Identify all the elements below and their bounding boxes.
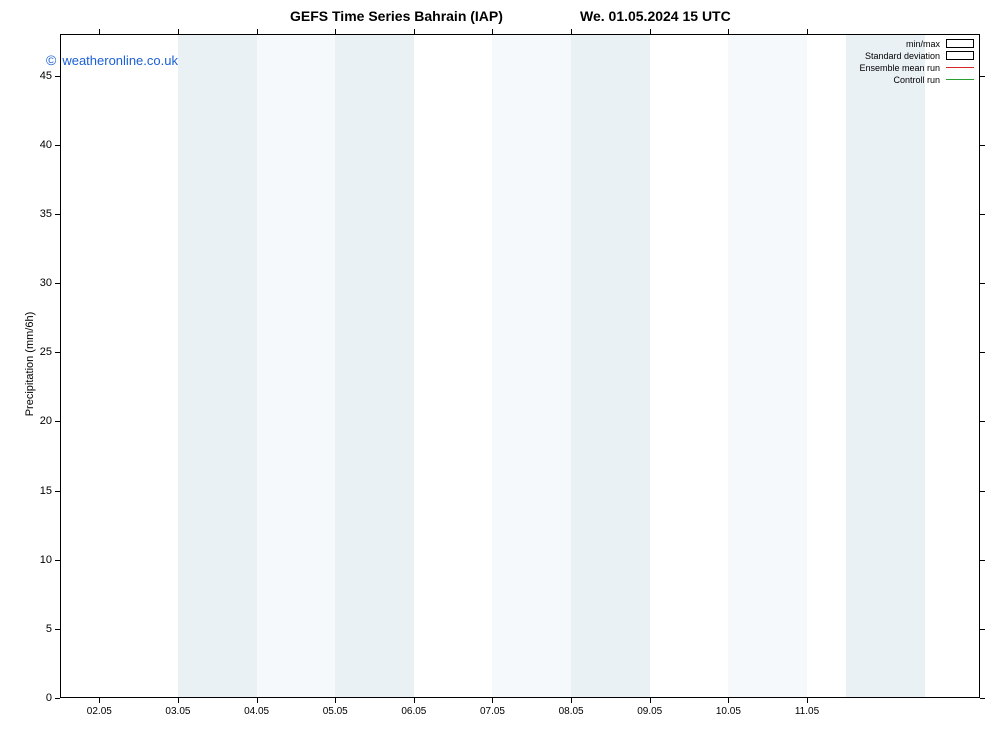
- y-tick-mark: [980, 421, 985, 422]
- legend-item: Standard deviation: [859, 50, 974, 61]
- shaded-band: [335, 34, 414, 698]
- y-tick-mark: [55, 283, 60, 284]
- x-tick-mark: [414, 698, 415, 703]
- y-axis-label: Precipitation (mm/6h): [24, 304, 36, 424]
- y-tick-mark: [980, 629, 985, 630]
- y-tick-label: 10: [40, 554, 52, 566]
- y-tick-label: 15: [40, 485, 52, 497]
- x-tick-mark: [650, 29, 651, 34]
- legend-swatch: [946, 79, 974, 80]
- legend-swatch: [946, 39, 974, 48]
- x-tick-label: 02.05: [87, 706, 112, 717]
- y-tick-label: 40: [40, 139, 52, 151]
- y-tick-mark: [55, 491, 60, 492]
- legend-label: min/max: [906, 39, 940, 49]
- y-tick-mark: [55, 76, 60, 77]
- x-tick-mark: [571, 698, 572, 703]
- legend-label: Ensemble mean run: [859, 63, 940, 73]
- x-tick-mark: [492, 698, 493, 703]
- copyright-icon: ©: [46, 52, 56, 68]
- x-tick-label: 11.05: [795, 706, 819, 717]
- y-tick-mark: [980, 352, 985, 353]
- y-tick-mark: [980, 214, 985, 215]
- y-tick-mark: [55, 560, 60, 561]
- legend-label: Controll run: [893, 75, 940, 85]
- legend-item: Ensemble mean run: [859, 62, 974, 73]
- watermark-text: weatheronline.co.uk: [62, 53, 178, 68]
- x-tick-mark: [807, 698, 808, 703]
- y-tick-mark: [55, 145, 60, 146]
- legend-item: min/max: [859, 38, 974, 49]
- y-tick-mark: [980, 283, 985, 284]
- y-tick-mark: [980, 145, 985, 146]
- y-tick-mark: [980, 560, 985, 561]
- y-tick-mark: [55, 629, 60, 630]
- y-tick-mark: [980, 698, 985, 699]
- y-tick-label: 0: [46, 692, 52, 704]
- x-tick-mark: [99, 29, 100, 34]
- chart-title-right: We. 01.05.2024 15 UTC: [580, 8, 731, 24]
- x-tick-label: 03.05: [165, 706, 190, 717]
- legend-swatch: [946, 67, 974, 68]
- shaded-band: [846, 34, 925, 698]
- shaded-band: [571, 34, 650, 698]
- y-tick-mark: [55, 214, 60, 215]
- x-tick-mark: [414, 29, 415, 34]
- plot-area: © weatheronline.co.uk min/maxStandard de…: [60, 34, 980, 698]
- y-tick-label: 45: [40, 70, 52, 82]
- shaded-band: [728, 34, 807, 698]
- legend-item: Controll run: [859, 74, 974, 85]
- x-tick-mark: [335, 698, 336, 703]
- y-tick-label: 30: [40, 277, 52, 289]
- y-tick-label: 35: [40, 208, 52, 220]
- shaded-band: [178, 34, 257, 698]
- y-tick-mark: [55, 421, 60, 422]
- x-tick-mark: [807, 29, 808, 34]
- y-tick-label: 20: [40, 415, 52, 427]
- x-tick-mark: [178, 698, 179, 703]
- legend: min/max Standard deviation Ensemble mean r…: [859, 38, 974, 86]
- y-tick-mark: [980, 491, 985, 492]
- y-tick-mark: [55, 352, 60, 353]
- y-tick-mark: [55, 698, 60, 699]
- x-tick-label: 05.05: [323, 706, 348, 717]
- chart-container: GEFS Time Series Bahrain (IAP) We. 01.05…: [0, 0, 1000, 733]
- x-tick-label: 06.05: [401, 706, 426, 717]
- shaded-band: [492, 34, 571, 698]
- y-tick-mark: [980, 76, 985, 77]
- x-tick-label: 04.05: [244, 706, 269, 717]
- x-tick-mark: [650, 698, 651, 703]
- legend-swatch: [946, 51, 974, 60]
- watermark: © weatheronline.co.uk: [46, 52, 178, 68]
- x-tick-label: 10.05: [716, 706, 741, 717]
- x-tick-mark: [99, 698, 100, 703]
- legend-label: Standard deviation: [865, 51, 940, 61]
- y-tick-label: 5: [46, 623, 52, 635]
- chart-title-left: GEFS Time Series Bahrain (IAP): [290, 8, 503, 24]
- x-tick-mark: [257, 698, 258, 703]
- x-tick-label: 08.05: [559, 706, 584, 717]
- y-tick-label: 25: [40, 346, 52, 358]
- shaded-band: [257, 34, 336, 698]
- x-tick-label: 07.05: [480, 706, 505, 717]
- x-tick-label: 09.05: [637, 706, 662, 717]
- x-tick-mark: [728, 698, 729, 703]
